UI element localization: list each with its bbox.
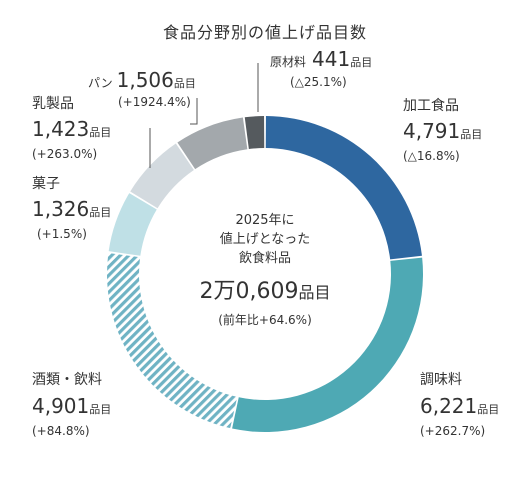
chart-title: 食品分野別の値上げ品目数 xyxy=(163,23,367,42)
center-line-3: 飲食料品 xyxy=(239,250,291,266)
label-name-seasoning: 調味料 xyxy=(420,372,462,388)
donut-slice-6 xyxy=(244,116,265,150)
label-value-dairy-unit: 品目 xyxy=(89,126,111,139)
label-name-confectionery: 菓子 xyxy=(32,176,60,192)
label-change-processed: (△16.8%) xyxy=(403,149,460,163)
donut-slice-2 xyxy=(106,253,238,429)
label-value-confectionery: 1,326品目 xyxy=(32,197,111,221)
donut-slice-1 xyxy=(232,257,424,432)
label-value-raw-unit: 品目 xyxy=(350,56,372,69)
label-name-raw: 原材料 xyxy=(270,55,306,69)
donut-slice-3 xyxy=(108,193,157,256)
label-value-seasoning-unit: 品目 xyxy=(477,403,499,416)
label-value-beverage-num: 4,901 xyxy=(32,394,89,418)
center-line-1: 2025年に xyxy=(235,213,294,228)
center-total-unit: 品目 xyxy=(298,283,330,302)
label-change-confectionery: (+1.5%) xyxy=(37,227,87,241)
donut-slice-0 xyxy=(265,116,422,260)
label-change-beverage: (+84.8%) xyxy=(32,424,90,438)
label-value-beverage: 4,901品目 xyxy=(32,394,111,418)
donut-slices xyxy=(106,116,424,432)
label-value-pan-unit: 品目 xyxy=(174,77,196,90)
label-value-dairy: 1,423品目 xyxy=(32,117,111,141)
label-value-confectionery-unit: 品目 xyxy=(89,206,111,219)
label-value-dairy-num: 1,423 xyxy=(32,117,89,141)
label-change-dairy: (+263.0%) xyxy=(32,147,97,161)
label-value-beverage-unit: 品目 xyxy=(89,403,111,416)
donut-slice-4 xyxy=(130,143,194,209)
center-total-b: 0,609 xyxy=(236,279,299,304)
label-change-seasoning: (+262.7%) xyxy=(420,424,485,438)
label-name-beverage: 酒類・飲料 xyxy=(32,372,102,388)
center-total: 2万0,609品目 xyxy=(200,279,331,304)
label-value-raw-num: 441 xyxy=(312,47,350,71)
label-change-raw: (△25.1%) xyxy=(290,75,347,89)
label-pan: パン 1,506品目 xyxy=(88,68,196,92)
label-value-confectionery-num: 1,326 xyxy=(32,197,89,221)
label-raw: 原材料 441品目 xyxy=(270,47,372,71)
label-name-dairy: 乳製品 xyxy=(32,96,74,112)
label-change-pan: (+1924.4%) xyxy=(118,95,191,109)
leader-line-pan xyxy=(190,98,198,125)
label-value-processed: 4,791品目 xyxy=(403,119,482,143)
label-value-pan-num: 1,506 xyxy=(117,68,174,92)
label-value-seasoning-num: 6,221 xyxy=(420,394,477,418)
label-name-pan: パン xyxy=(88,76,113,90)
center-change: (前年比+64.6%) xyxy=(218,312,312,327)
label-value-processed-num: 4,791 xyxy=(403,119,460,143)
center-line-2: 値上げとなった xyxy=(220,231,311,247)
center-total-a: 2万 xyxy=(200,279,236,304)
label-value-processed-unit: 品目 xyxy=(460,128,482,141)
label-name-processed: 加工食品 xyxy=(403,97,459,114)
donut-slice-5 xyxy=(177,117,248,170)
label-value-seasoning: 6,221品目 xyxy=(420,394,499,418)
